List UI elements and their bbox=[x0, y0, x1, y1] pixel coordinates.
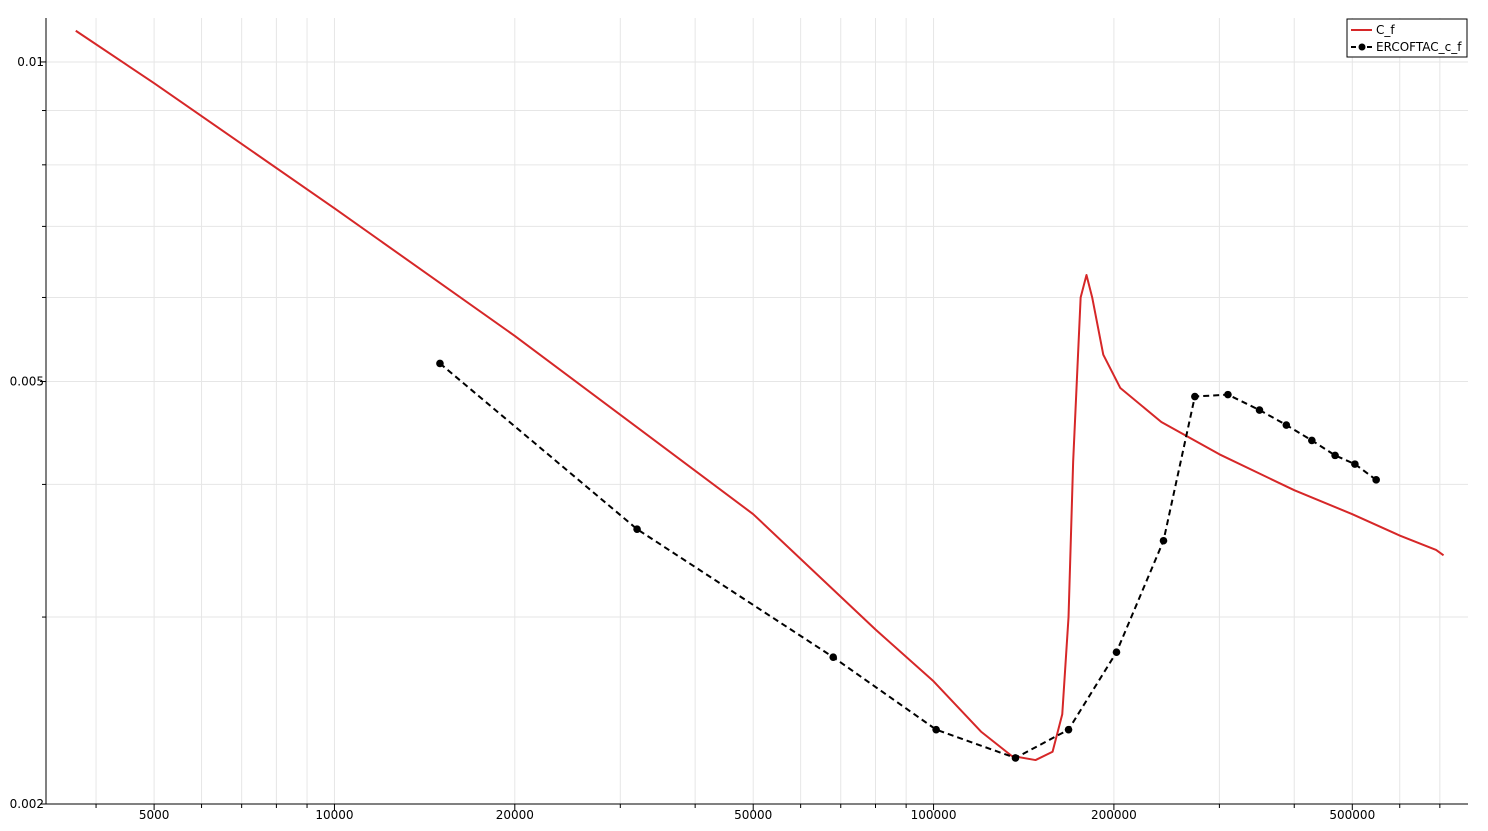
ticks: 5000 10000 20000 50000 100000 200000 500000 0.0… bbox=[10, 55, 1441, 822]
data-point bbox=[1159, 536, 1168, 545]
legend-label-ercoftac-c-f: ERCOFTAC_c_f bbox=[1376, 40, 1462, 54]
x-tick-label: 100000 bbox=[911, 808, 957, 822]
data-point bbox=[1224, 390, 1232, 399]
legend-box bbox=[1346, 18, 1468, 58]
legend: C_f ERCOFTAC_c_f bbox=[1346, 18, 1468, 58]
data-point bbox=[1064, 725, 1073, 734]
data-point bbox=[1011, 754, 1020, 762]
x-tick-label: 50000 bbox=[734, 808, 772, 822]
y-tick-label: 0.002 bbox=[10, 797, 44, 811]
y-tick-label: 0.005 bbox=[10, 375, 44, 389]
data-point bbox=[1372, 476, 1380, 484]
data-point bbox=[1255, 406, 1264, 414]
y-tick-label: 0.01 bbox=[17, 55, 44, 69]
x-tick-label: 10000 bbox=[315, 808, 353, 822]
x-tick-label: 200000 bbox=[1091, 808, 1137, 822]
grid-lines bbox=[46, 18, 1468, 805]
series bbox=[75, 29, 1445, 762]
legend-marker-ercoftac-c-f bbox=[1358, 43, 1366, 51]
x-tick-label: 500000 bbox=[1329, 808, 1375, 822]
data-point bbox=[1191, 392, 1199, 401]
data-point bbox=[932, 725, 940, 734]
series-0 bbox=[75, 29, 1445, 762]
series-line bbox=[439, 362, 1377, 759]
series-1 bbox=[436, 359, 1380, 762]
series-line bbox=[75, 29, 1445, 762]
data-point bbox=[1331, 451, 1339, 460]
data-point bbox=[1282, 421, 1291, 429]
data-point bbox=[436, 359, 444, 368]
x-tick-label: 5000 bbox=[139, 808, 170, 822]
legend-label-c-f: C_f bbox=[1376, 23, 1395, 37]
data-point bbox=[829, 653, 838, 661]
data-point bbox=[1112, 648, 1121, 656]
data-point bbox=[1351, 460, 1359, 468]
x-tick-label: 20000 bbox=[496, 808, 534, 822]
data-point bbox=[1308, 436, 1316, 445]
axes bbox=[45, 18, 1468, 805]
data-point bbox=[633, 525, 641, 533]
